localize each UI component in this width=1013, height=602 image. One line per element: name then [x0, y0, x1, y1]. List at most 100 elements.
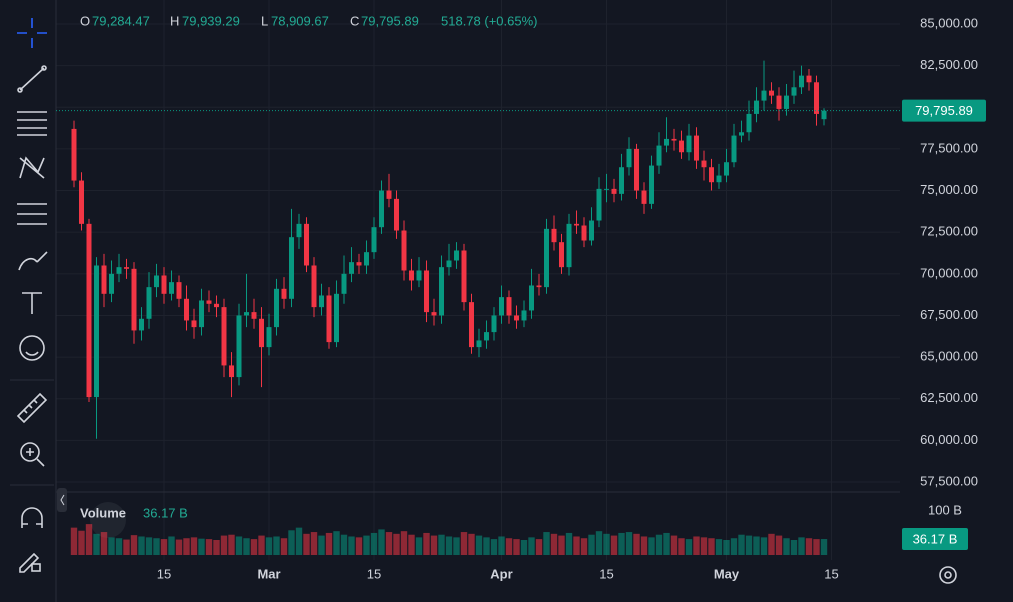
volume-bar — [93, 533, 100, 555]
magnet-tool[interactable] — [21, 507, 43, 528]
volume-bar — [685, 539, 693, 555]
volume-bar — [348, 536, 355, 555]
candle-body — [799, 75, 804, 88]
volume-badge-label: 36.17 B — [913, 531, 958, 546]
candle-body — [146, 287, 152, 319]
volume-bar — [385, 532, 393, 555]
x-tick-label: May — [714, 566, 740, 581]
projection-tool[interactable] — [17, 203, 47, 225]
volume-bar — [528, 537, 535, 555]
y-tick-label: 70,000.00 — [920, 265, 978, 280]
volume-bar — [610, 535, 618, 555]
volume-bar — [250, 539, 258, 555]
volume-bar — [595, 531, 603, 555]
candle-body — [394, 198, 399, 231]
volume-bar — [678, 538, 685, 555]
candle-body — [379, 190, 384, 228]
candle-body — [649, 165, 654, 204]
open-label: O — [80, 13, 90, 28]
y-tick-label: 75,000.00 — [920, 182, 978, 197]
candle-body — [334, 293, 339, 343]
pattern-tool[interactable] — [19, 156, 45, 179]
low-value: 78,909.67 — [271, 13, 329, 28]
candle-body — [364, 252, 369, 266]
brush-tool[interactable] — [18, 251, 48, 271]
change-value: 518.78 (+0.65%) — [441, 13, 537, 28]
candle-body — [589, 220, 594, 241]
close-value: 79,795.89 — [361, 13, 419, 28]
volume-bar — [573, 536, 580, 555]
candle-body — [671, 138, 677, 141]
candle-body — [116, 267, 122, 274]
volume-bar — [723, 540, 730, 555]
volume-bar — [265, 537, 273, 555]
volume-bar — [760, 537, 768, 555]
volume-bar — [535, 539, 543, 555]
candle-body — [484, 332, 489, 341]
volume-bar — [648, 537, 655, 555]
candle-body — [739, 132, 744, 136]
candle-body — [521, 310, 527, 321]
volume-bar — [340, 534, 348, 555]
trendline-tool[interactable] — [17, 65, 47, 93]
candle-body — [791, 87, 797, 96]
volume-bar — [700, 537, 708, 555]
volume-bar — [100, 532, 108, 555]
volume-bar — [408, 534, 415, 555]
candle-body — [724, 162, 729, 176]
x-tick-label: 15 — [157, 566, 171, 581]
volume-bar — [198, 538, 205, 555]
volume-bar — [205, 539, 213, 555]
candle-body — [214, 303, 219, 308]
candle-body — [259, 318, 264, 348]
fib-tool[interactable] — [17, 111, 47, 136]
volume-bar — [70, 527, 78, 555]
text-tool[interactable] — [22, 292, 42, 314]
candle-body — [544, 228, 549, 288]
volume-bar — [633, 533, 640, 555]
volume-bar — [520, 540, 528, 555]
candle-body — [536, 285, 542, 288]
x-tick-label: Apr — [490, 566, 512, 581]
candle-body — [244, 312, 249, 316]
candle-body — [274, 288, 279, 328]
candle-body — [94, 265, 99, 398]
volume-badge — [902, 528, 968, 551]
volume-bar — [355, 537, 363, 555]
settings-button[interactable] — [939, 566, 957, 584]
volume-bar — [220, 535, 228, 555]
volume-bar — [108, 537, 115, 555]
volume-bar — [775, 535, 783, 555]
candle-body — [86, 223, 92, 398]
crosshair-tool[interactable] — [17, 18, 47, 48]
volume-bar — [768, 533, 775, 555]
last-price-badge — [902, 99, 986, 122]
volume-bar — [190, 537, 198, 555]
zoom-tool[interactable] — [20, 442, 45, 467]
candle-body — [506, 297, 512, 316]
volume-bar — [138, 536, 145, 555]
volume-bar — [123, 539, 130, 555]
candle-body — [709, 167, 714, 183]
candle-body — [431, 312, 437, 316]
emoji-tool[interactable] — [19, 335, 45, 361]
y-tick-label: 65,000.00 — [920, 349, 978, 364]
candle-body — [529, 285, 534, 311]
lock-tool[interactable] — [19, 552, 41, 573]
candle-body — [491, 315, 497, 333]
candle-body — [386, 190, 392, 199]
candle-body — [191, 320, 197, 328]
collapse-tab[interactable] — [57, 488, 67, 512]
volume-bar — [738, 534, 745, 555]
ruler-tool[interactable] — [16, 392, 48, 424]
volume-bar — [243, 538, 250, 555]
open-value: 79,284.47 — [92, 13, 150, 28]
candle-body — [761, 90, 767, 101]
volume-bar — [168, 536, 175, 555]
volume-bar — [78, 530, 85, 555]
y-tick-label: 67,500.00 — [920, 307, 978, 322]
volume-bar — [393, 533, 400, 555]
candle-body — [161, 275, 167, 294]
candle-body — [184, 298, 189, 321]
candle-body — [566, 223, 572, 268]
